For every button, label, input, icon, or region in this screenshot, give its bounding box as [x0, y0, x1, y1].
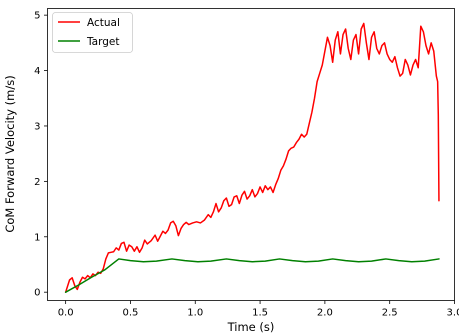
- x-tick-label: 2.5: [382, 308, 398, 319]
- legend: Actual Target: [52, 12, 133, 53]
- x-tick-label: 1.0: [187, 308, 203, 319]
- x-tick-label: 3.0: [447, 308, 459, 319]
- plot-frame: [47, 8, 455, 301]
- x-tick-label: 1.5: [252, 308, 268, 319]
- x-tick-label: 2.0: [317, 308, 333, 319]
- series-line-target: [64, 258, 440, 293]
- plot-area: [64, 22, 440, 293]
- x-tick-label: 0.0: [58, 308, 74, 319]
- legend-label-target: Target: [86, 36, 119, 48]
- x-tick-label: 0.5: [123, 308, 139, 319]
- y-axis-label: CoM Forward Velocity (m/s): [3, 75, 17, 232]
- y-tick-label: 2: [34, 177, 40, 188]
- y-axis-ticks: 0 1 2 3 4 5: [34, 11, 48, 299]
- y-tick-label: 3: [34, 121, 40, 132]
- y-tick-label: 1: [34, 232, 40, 243]
- x-axis-ticks: 0.0 0.5 1.0 1.5 2.0 2.5 3.0: [58, 300, 459, 319]
- y-tick-label: 0: [34, 288, 40, 299]
- legend-label-actual: Actual: [87, 17, 120, 29]
- x-axis-label: Time (s): [227, 320, 275, 334]
- y-tick-label: 5: [34, 11, 40, 22]
- y-tick-label: 4: [34, 66, 40, 77]
- series-line-actual: [64, 22, 440, 293]
